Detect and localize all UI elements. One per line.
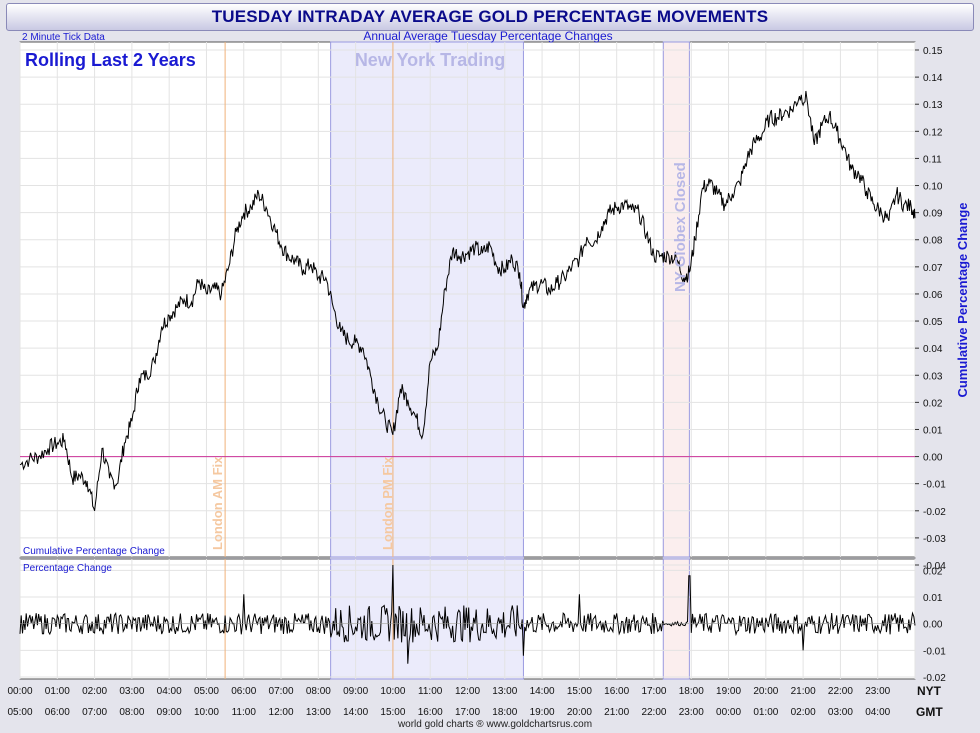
per-tick-line (19, 564, 916, 664)
gmt-label: GMT (916, 705, 943, 719)
y-tick-label: -0.02 (923, 507, 946, 518)
x-tick-gmt: 13:00 (306, 707, 331, 718)
y-tick-label: 0.06 (923, 290, 943, 301)
x-tick-nyt: 14:00 (530, 686, 555, 697)
x-tick-nyt: 20:00 (753, 686, 778, 697)
x-tick-nyt: 02:00 (82, 686, 107, 697)
x-tick-nyt: 01:00 (45, 686, 70, 697)
x-tick-gmt: 08:00 (119, 707, 144, 718)
y-tick-label: 0.13 (923, 100, 943, 111)
x-tick-nyt: 06:00 (231, 686, 256, 697)
x-tick-gmt: 12:00 (269, 707, 294, 718)
y-tick-label-lower: -0.01 (923, 646, 946, 657)
y-tick-label: 0.11 (923, 154, 942, 165)
x-tick-gmt: 20:00 (567, 707, 592, 718)
y-tick-label: 0.10 (923, 182, 943, 193)
y-tick-label: 0.05 (923, 317, 943, 328)
x-tick-gmt: 18:00 (492, 707, 517, 718)
y-tick-label: -0.03 (923, 534, 946, 545)
ny-trading-region (330, 41, 524, 558)
x-tick-nyt: 08:00 (306, 686, 331, 697)
y-tick-label: 0.04 (923, 344, 943, 355)
x-tick-gmt: 05:00 (7, 707, 32, 718)
pm-fix-label: London PM Fix (380, 456, 395, 550)
x-tick-gmt: 04:00 (865, 707, 890, 718)
subtitle: Annual Average Tuesday Percentage Change… (363, 29, 612, 43)
x-tick-gmt: 02:00 (791, 707, 816, 718)
chart-title: TUESDAY INTRADAY AVERAGE GOLD PERCENTAGE… (211, 7, 769, 26)
x-tick-gmt: 23:00 (679, 707, 704, 718)
x-tick-nyt: 07:00 (269, 686, 294, 697)
x-tick-gmt: 15:00 (380, 707, 405, 718)
x-tick-gmt: 14:00 (343, 707, 368, 718)
x-tick-nyt: 04:00 (157, 686, 182, 697)
globex-label: NY Globex Closed (672, 162, 689, 292)
x-tick-gmt: 06:00 (45, 707, 70, 718)
y-tick-label-lower: -0.02 (923, 673, 946, 684)
y-tick-label-lower: 0.01 (923, 593, 943, 604)
x-tick-nyt: 18:00 (679, 686, 704, 697)
x-tick-nyt: 19:00 (716, 686, 741, 697)
x-tick-gmt: 10:00 (194, 707, 219, 718)
x-tick-gmt: 07:00 (82, 707, 107, 718)
y-tick-label: -0.04 (923, 561, 946, 572)
y-tick-label: -0.01 (923, 480, 946, 491)
title-bar: TUESDAY INTRADAY AVERAGE GOLD PERCENTAGE… (6, 3, 974, 31)
x-tick-nyt: 17:00 (641, 686, 666, 697)
x-tick-gmt: 16:00 (418, 707, 443, 718)
x-tick-nyt: 00:00 (7, 686, 32, 697)
tick-note: 2 Minute Tick Data (22, 32, 105, 43)
am-fix-label: London AM Fix (210, 456, 225, 550)
y-tick-label: 0.08 (923, 236, 943, 247)
y-tick-label: 0.03 (923, 371, 943, 382)
cumulative-line (19, 90, 916, 511)
x-tick-nyt: 12:00 (455, 686, 480, 697)
globex-closed-region (662, 41, 690, 558)
ny-trading-region-lower (330, 558, 524, 680)
bottom-panel-label: Percentage Change (23, 563, 112, 574)
x-tick-gmt: 22:00 (641, 707, 666, 718)
y-tick-label-lower: 0.00 (923, 620, 943, 631)
x-tick-gmt: 19:00 (530, 707, 555, 718)
x-tick-gmt: 03:00 (828, 707, 853, 718)
y-axis-title: Cumulative Percentage Change (955, 202, 970, 397)
x-tick-gmt: 11:00 (232, 707, 257, 718)
x-tick-nyt: 16:00 (604, 686, 629, 697)
y-tick-label: 0.01 (923, 425, 943, 436)
y-tick-label: 0.07 (923, 263, 943, 274)
x-tick-nyt: 23:00 (865, 686, 890, 697)
rolling-label: Rolling Last 2 Years (25, 50, 196, 70)
x-tick-gmt: 17:00 (455, 707, 480, 718)
x-tick-nyt: 11:00 (418, 686, 443, 697)
x-tick-nyt: 22:00 (828, 686, 853, 697)
top-panel-label: Cumulative Percentage Change (23, 546, 165, 557)
y-tick-label: 0.14 (923, 73, 943, 84)
y-tick-label-lower: 0.02 (923, 566, 943, 577)
x-tick-nyt: 03:00 (119, 686, 144, 697)
x-tick-nyt: 05:00 (194, 686, 219, 697)
y-tick-label: 0.15 (923, 46, 943, 57)
globex-closed-region-lower (662, 558, 690, 680)
nyt-label: NYT (917, 684, 942, 698)
x-tick-gmt: 00:00 (716, 707, 741, 718)
x-tick-gmt: 09:00 (157, 707, 182, 718)
y-tick-label: 0.09 (923, 209, 943, 220)
x-tick-nyt: 21:00 (791, 686, 816, 697)
x-tick-gmt: 01:00 (753, 707, 778, 718)
x-tick-gmt: 21:00 (604, 707, 629, 718)
y-tick-label: 0.02 (923, 398, 943, 409)
x-tick-nyt: 09:00 (343, 686, 368, 697)
footer: world gold charts ® www.goldchartsrus.co… (397, 719, 592, 730)
x-tick-nyt: 10:00 (380, 686, 405, 697)
x-tick-nyt: 13:00 (492, 686, 517, 697)
ny-trading-label: New York Trading (355, 50, 505, 70)
y-tick-label: 0.00 (923, 453, 943, 464)
x-tick-nyt: 15:00 (567, 686, 592, 697)
y-tick-label: 0.12 (923, 127, 943, 138)
